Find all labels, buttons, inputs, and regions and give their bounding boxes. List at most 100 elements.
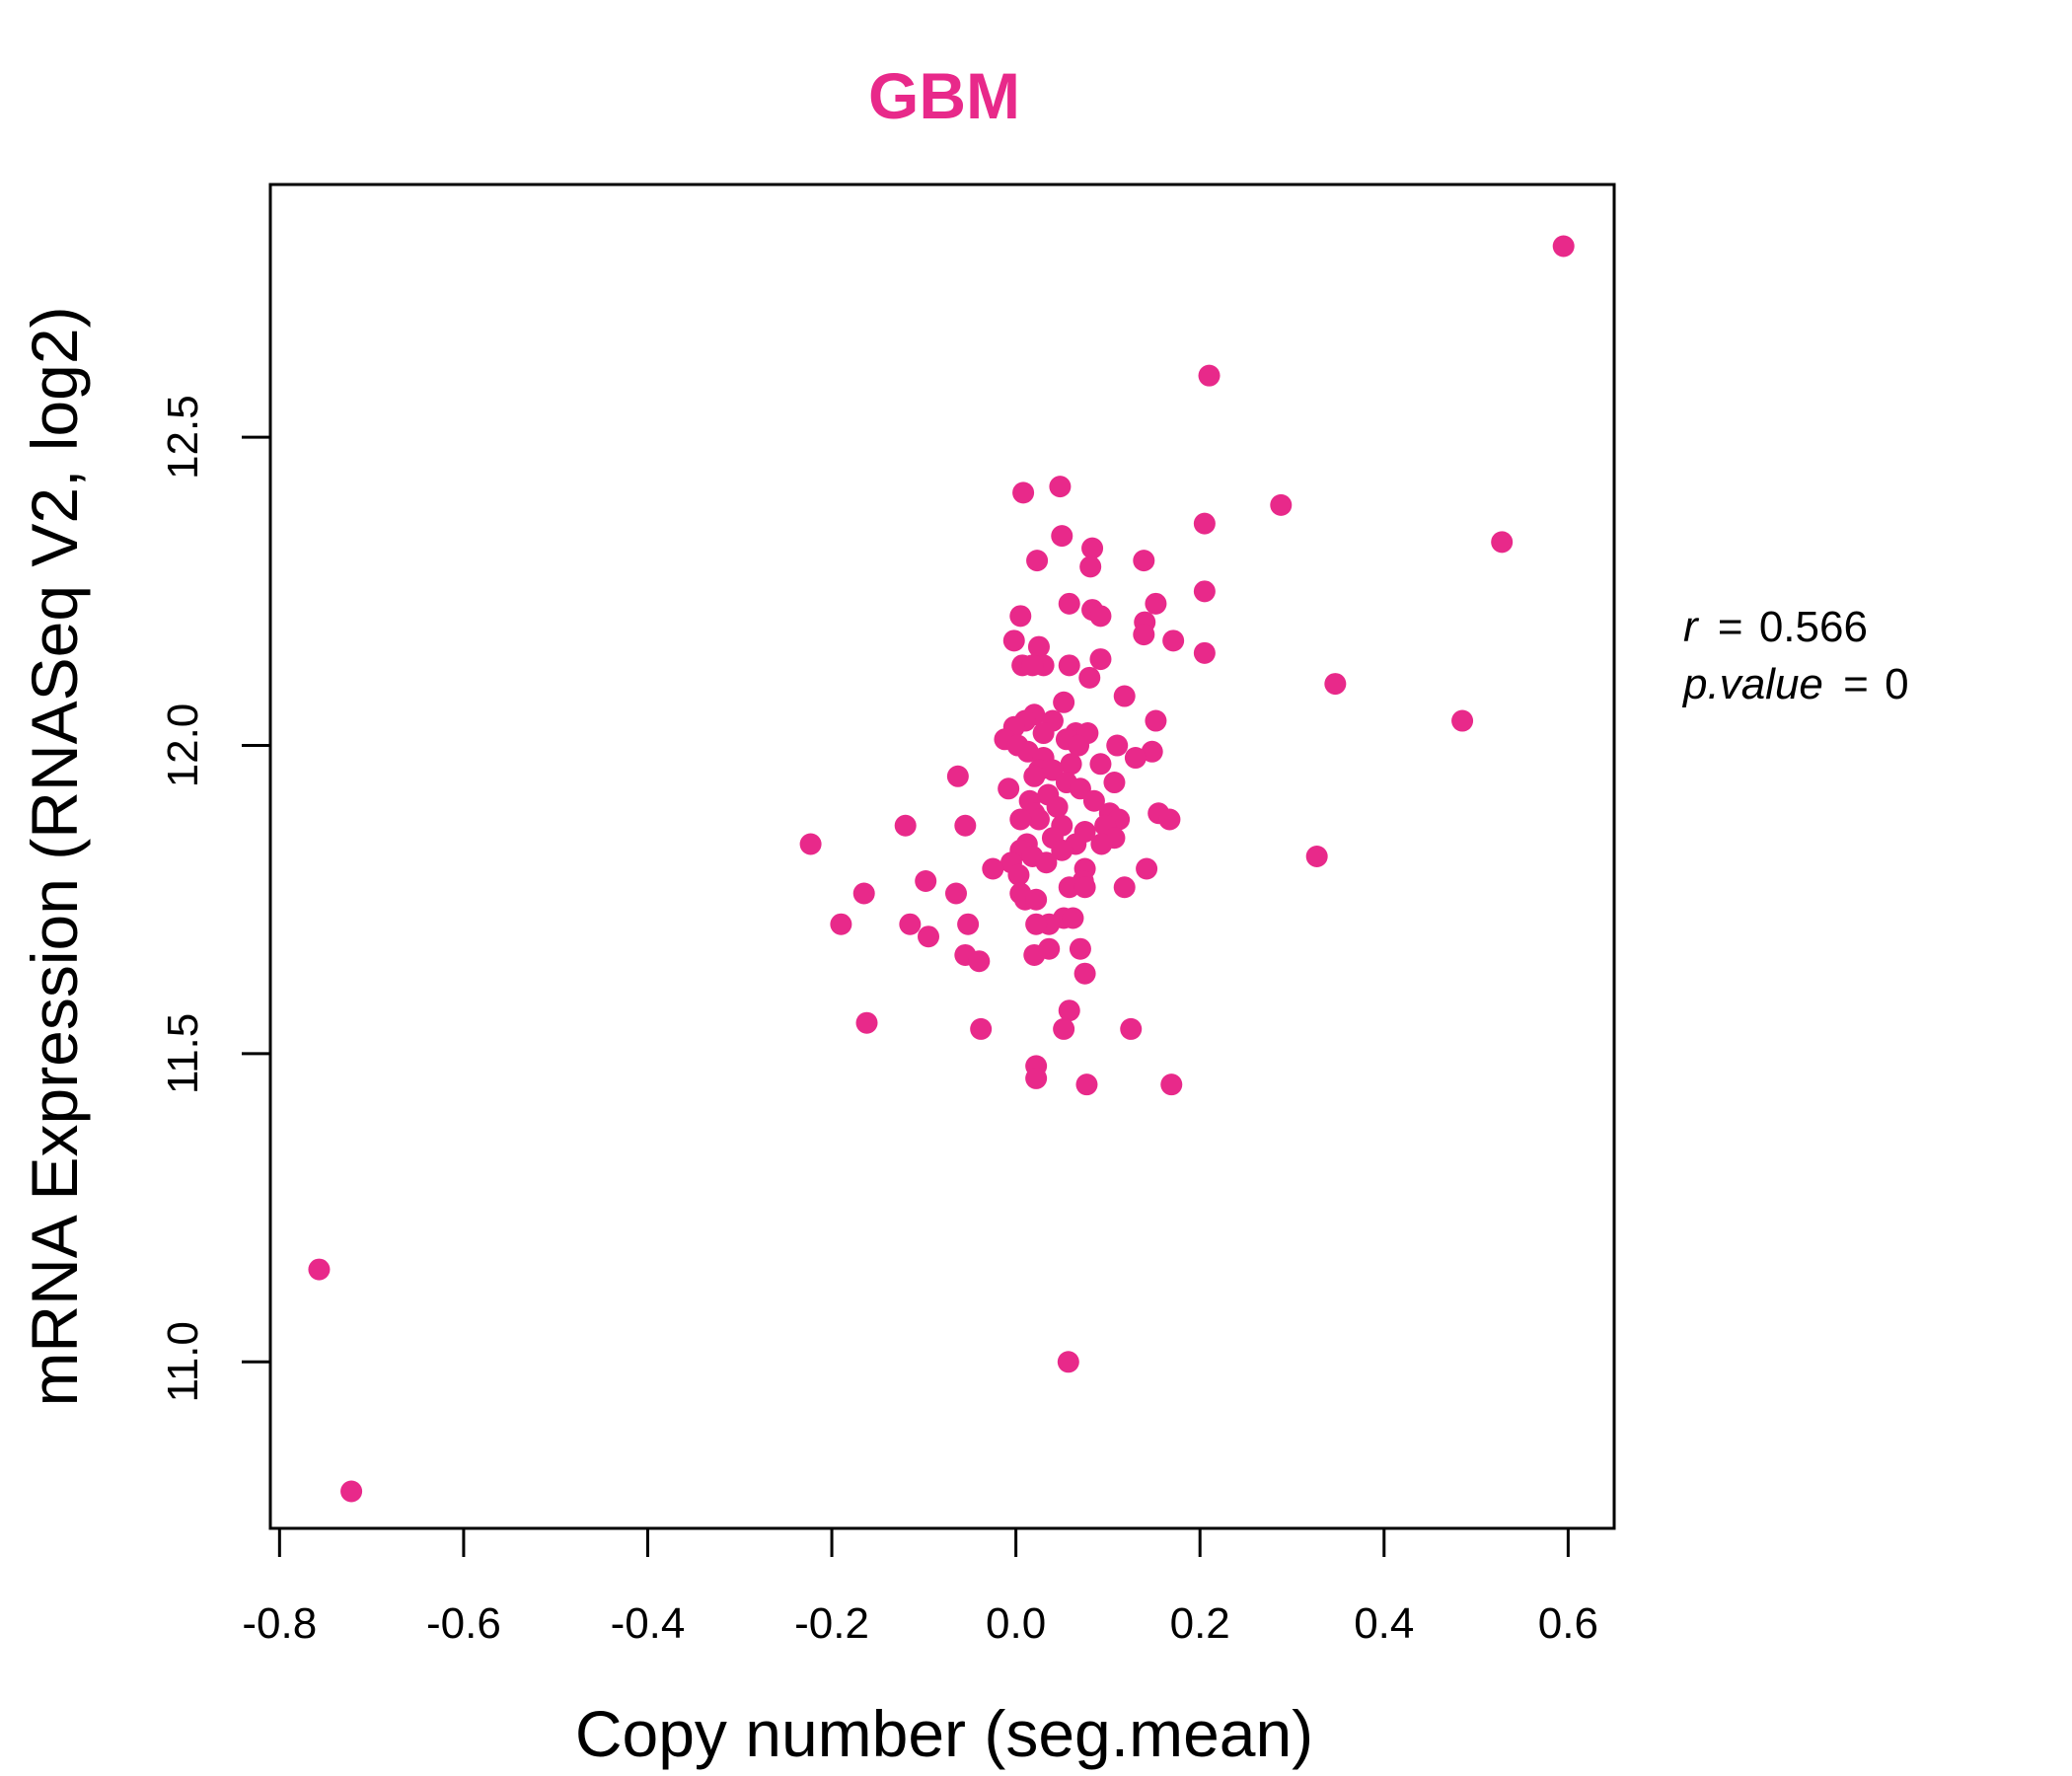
data-point bbox=[918, 925, 940, 948]
data-point bbox=[1079, 555, 1102, 578]
data-point bbox=[1120, 1017, 1143, 1040]
data-point bbox=[1068, 734, 1090, 757]
x-tick-label: -0.2 bbox=[794, 1599, 869, 1648]
data-point bbox=[830, 913, 852, 935]
data-point bbox=[1081, 537, 1104, 559]
data-point bbox=[1124, 747, 1147, 770]
data-point bbox=[1058, 592, 1080, 615]
data-point bbox=[1012, 481, 1035, 504]
y-tick-label: 11.5 bbox=[159, 1013, 207, 1094]
data-point bbox=[957, 913, 980, 935]
data-point bbox=[982, 857, 1004, 880]
data-point bbox=[855, 1011, 878, 1034]
data-point bbox=[1089, 605, 1112, 628]
data-point bbox=[1082, 789, 1105, 812]
data-point bbox=[1009, 808, 1032, 831]
data-point bbox=[1193, 512, 1216, 535]
data-point bbox=[894, 814, 917, 837]
data-point bbox=[1451, 709, 1474, 732]
data-point bbox=[1089, 753, 1112, 776]
x-axis: -0.8 -0.6 -0.4 -0.2 0.0 0.2 0.4 0.6 bbox=[242, 1526, 1598, 1648]
r-symbol: r bbox=[1683, 603, 1700, 651]
data-point bbox=[1053, 1017, 1075, 1040]
data-point bbox=[1078, 666, 1101, 689]
r-value: 0.566 bbox=[1759, 603, 1868, 651]
data-point bbox=[1032, 722, 1055, 745]
data-point bbox=[1057, 1351, 1079, 1373]
data-point bbox=[998, 777, 1020, 800]
data-point bbox=[1158, 808, 1181, 831]
data-point bbox=[1198, 364, 1221, 387]
y-tick-label: 12.5 bbox=[159, 395, 207, 480]
data-point bbox=[1136, 857, 1158, 880]
data-point bbox=[1025, 913, 1048, 935]
data-point bbox=[1058, 876, 1080, 899]
x-tick-label: 0.0 bbox=[986, 1599, 1046, 1648]
data-point bbox=[1073, 876, 1096, 899]
y-tick-label: 11.0 bbox=[159, 1321, 207, 1402]
x-tick-label: 0.6 bbox=[1538, 1599, 1598, 1648]
plot-area-frame bbox=[268, 183, 1616, 1530]
data-point bbox=[1089, 648, 1112, 671]
data-point bbox=[1009, 605, 1032, 628]
x-tick-label: -0.6 bbox=[426, 1599, 501, 1648]
data-point bbox=[1046, 796, 1069, 819]
data-point bbox=[1025, 888, 1048, 911]
data-point bbox=[970, 1017, 993, 1040]
data-point bbox=[968, 950, 991, 973]
data-point bbox=[1552, 235, 1575, 258]
data-point bbox=[1193, 641, 1216, 664]
x-tick-label: -0.4 bbox=[611, 1599, 686, 1648]
data-point bbox=[1027, 635, 1050, 658]
data-point bbox=[1324, 673, 1347, 696]
data-point bbox=[1021, 654, 1044, 677]
data-point bbox=[340, 1480, 363, 1503]
chart-title: GBM bbox=[868, 59, 1020, 132]
data-point bbox=[1090, 833, 1113, 855]
data-point bbox=[1053, 691, 1075, 713]
data-point bbox=[1051, 839, 1073, 861]
data-point bbox=[1145, 709, 1167, 732]
data-point bbox=[1026, 550, 1049, 572]
correlation-annotation: r = 0.566 bbox=[1683, 603, 1868, 651]
data-point bbox=[1060, 753, 1082, 776]
y-axis: 11.0 11.5 12.0 12.5 bbox=[159, 395, 272, 1402]
x-tick-label: 0.4 bbox=[1354, 1599, 1414, 1648]
data-point bbox=[915, 869, 937, 892]
data-point bbox=[1062, 907, 1084, 929]
data-point bbox=[1141, 740, 1163, 763]
data-point bbox=[1002, 629, 1025, 652]
y-axis-label: mRNA Expression (RNASeq V2, log2) bbox=[18, 306, 91, 1406]
data-point bbox=[1023, 765, 1046, 787]
data-point bbox=[1069, 777, 1091, 800]
data-point bbox=[852, 882, 875, 905]
data-point bbox=[799, 833, 822, 855]
data-point bbox=[1035, 851, 1058, 874]
data-point bbox=[899, 913, 922, 935]
data-point bbox=[1270, 493, 1293, 516]
x-tick-label: 0.2 bbox=[1170, 1599, 1230, 1648]
data-point bbox=[1113, 876, 1136, 899]
data-point bbox=[1145, 592, 1167, 615]
data-point bbox=[944, 882, 967, 905]
data-point bbox=[1069, 937, 1091, 960]
data-point bbox=[1058, 999, 1080, 1022]
p-value-annotation: p.value = 0 bbox=[1681, 660, 1909, 708]
data-point bbox=[1023, 943, 1046, 966]
data-point bbox=[1113, 685, 1136, 707]
data-point bbox=[1007, 863, 1030, 886]
data-points bbox=[308, 235, 1575, 1503]
data-point bbox=[1133, 550, 1155, 572]
data-point bbox=[1075, 1073, 1098, 1096]
data-point bbox=[1193, 580, 1216, 603]
data-point bbox=[1041, 759, 1064, 781]
data-point bbox=[1133, 624, 1155, 646]
data-point bbox=[1162, 629, 1185, 652]
data-point bbox=[1049, 476, 1072, 498]
p-value-symbol: p.value bbox=[1681, 660, 1823, 708]
data-point bbox=[1160, 1073, 1183, 1096]
data-point bbox=[1106, 734, 1129, 757]
data-point bbox=[1073, 962, 1096, 985]
p-value-value: 0 bbox=[1885, 660, 1908, 708]
